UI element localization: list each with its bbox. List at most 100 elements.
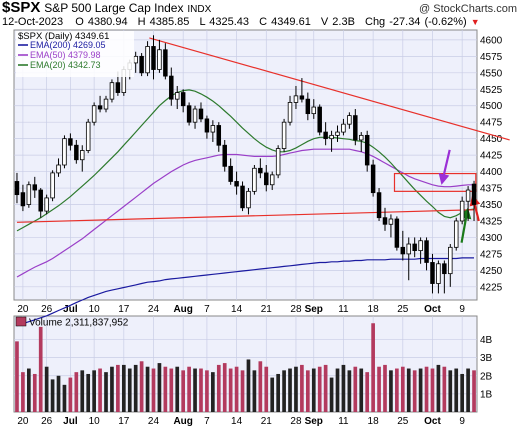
index-name: S&P 500 Large Cap Index <box>44 1 184 15</box>
price-tick-label: 4425 <box>480 151 503 162</box>
candle <box>448 244 453 287</box>
candle <box>109 79 115 103</box>
candle <box>299 78 305 103</box>
candle <box>186 102 192 126</box>
volume-bar <box>317 366 322 412</box>
copyright: @ StockCharts.com <box>419 3 517 15</box>
volume-bar <box>460 373 465 412</box>
price-tick-label: 4450 <box>480 134 503 145</box>
volume-bar <box>353 366 358 412</box>
x-tick-label: 25 <box>397 304 409 315</box>
candle <box>139 53 144 77</box>
candle-body-down <box>204 118 210 133</box>
volume-bar <box>418 368 423 412</box>
price-tick-label: 4500 <box>480 101 503 112</box>
candle-body-up <box>287 102 293 123</box>
candle <box>323 122 328 146</box>
price-tick-label: 4375 <box>480 184 503 195</box>
candle <box>353 109 358 146</box>
volume-bar <box>389 370 393 412</box>
candle-body-up <box>44 197 49 212</box>
candle-body-up <box>281 121 287 149</box>
volume-bar <box>400 366 405 412</box>
candle-body-up <box>293 95 299 103</box>
price-tick-label: 4600 <box>480 35 503 46</box>
volume-bar <box>282 370 286 412</box>
candle-body-down <box>264 172 269 186</box>
x-tick-label: Aug <box>173 416 192 427</box>
candle-body-up <box>269 174 275 186</box>
candle <box>305 92 311 121</box>
candle <box>281 118 287 152</box>
volume-bar <box>205 370 209 412</box>
candle <box>246 188 251 215</box>
candle-body-down <box>353 115 358 141</box>
candle-body-down <box>151 46 156 70</box>
green-arrow <box>460 207 472 243</box>
candle <box>359 132 364 152</box>
volume-bar <box>347 370 352 412</box>
volume-tick-label: 1B <box>480 389 493 400</box>
price-title: $SPX (Daily) 4349.61 <box>18 31 109 42</box>
volume-bar <box>395 368 399 412</box>
volume-bar <box>193 368 197 412</box>
volume-bar <box>110 366 114 412</box>
candle-body-up <box>359 134 364 141</box>
candle-body-up <box>62 138 67 166</box>
candle <box>56 158 61 177</box>
volume-bar <box>157 363 162 412</box>
trendline <box>16 209 475 223</box>
candle <box>97 95 103 113</box>
candle <box>32 176 38 198</box>
x-tick-label: 17 <box>118 304 130 315</box>
candle-body-down <box>38 189 43 212</box>
volume-bar <box>412 370 417 412</box>
candle-body-down <box>240 185 245 209</box>
candle <box>198 102 204 123</box>
volume-bar <box>329 377 334 412</box>
candle-body-down <box>424 240 429 263</box>
candle-body-up <box>109 82 115 100</box>
candle-body-up <box>418 240 423 252</box>
volume-bar <box>15 341 19 412</box>
x-tick-label: 7 <box>204 304 210 315</box>
volume-bar <box>92 370 96 412</box>
candle-body-up <box>311 106 317 115</box>
candle <box>329 130 334 152</box>
candle <box>347 112 352 129</box>
price-tick-label: 4525 <box>480 85 503 96</box>
x-tick-label: 18 <box>368 304 380 315</box>
volume-bar <box>121 364 126 412</box>
candle <box>376 188 382 221</box>
x-tick-label: 25 <box>397 416 409 427</box>
volume-tick-label: 3B <box>480 353 493 364</box>
candle-body-down <box>139 55 144 74</box>
legend-entry: EMA(200) 4269.05 <box>30 40 106 50</box>
volume-bar <box>38 326 43 412</box>
x-tick-label: Sep <box>305 304 323 315</box>
x-tick-label: Oct <box>424 304 441 315</box>
candle <box>394 216 400 251</box>
candle-body-up <box>192 108 198 123</box>
volume-bar <box>311 368 316 412</box>
purple-arrow <box>438 149 451 185</box>
candle <box>169 67 174 106</box>
x-tick-label: 14 <box>231 416 243 427</box>
volume-bar <box>169 368 174 412</box>
candle-body-down <box>317 106 322 133</box>
candle-body-up <box>103 98 109 110</box>
volume-bar <box>335 368 340 412</box>
candle-body-up <box>50 172 55 199</box>
candle <box>287 95 293 126</box>
candle <box>80 145 85 172</box>
candle-body-up <box>246 190 251 209</box>
candle-body-down <box>228 165 233 182</box>
candle <box>269 171 275 191</box>
volume-bar <box>44 366 49 412</box>
x-tick-label: 28 <box>290 304 302 315</box>
volume-bar <box>104 372 108 412</box>
candle-body-down <box>216 125 222 146</box>
candle-body-down <box>74 144 79 161</box>
volume-bar <box>294 366 298 412</box>
volume-bar <box>264 366 269 412</box>
